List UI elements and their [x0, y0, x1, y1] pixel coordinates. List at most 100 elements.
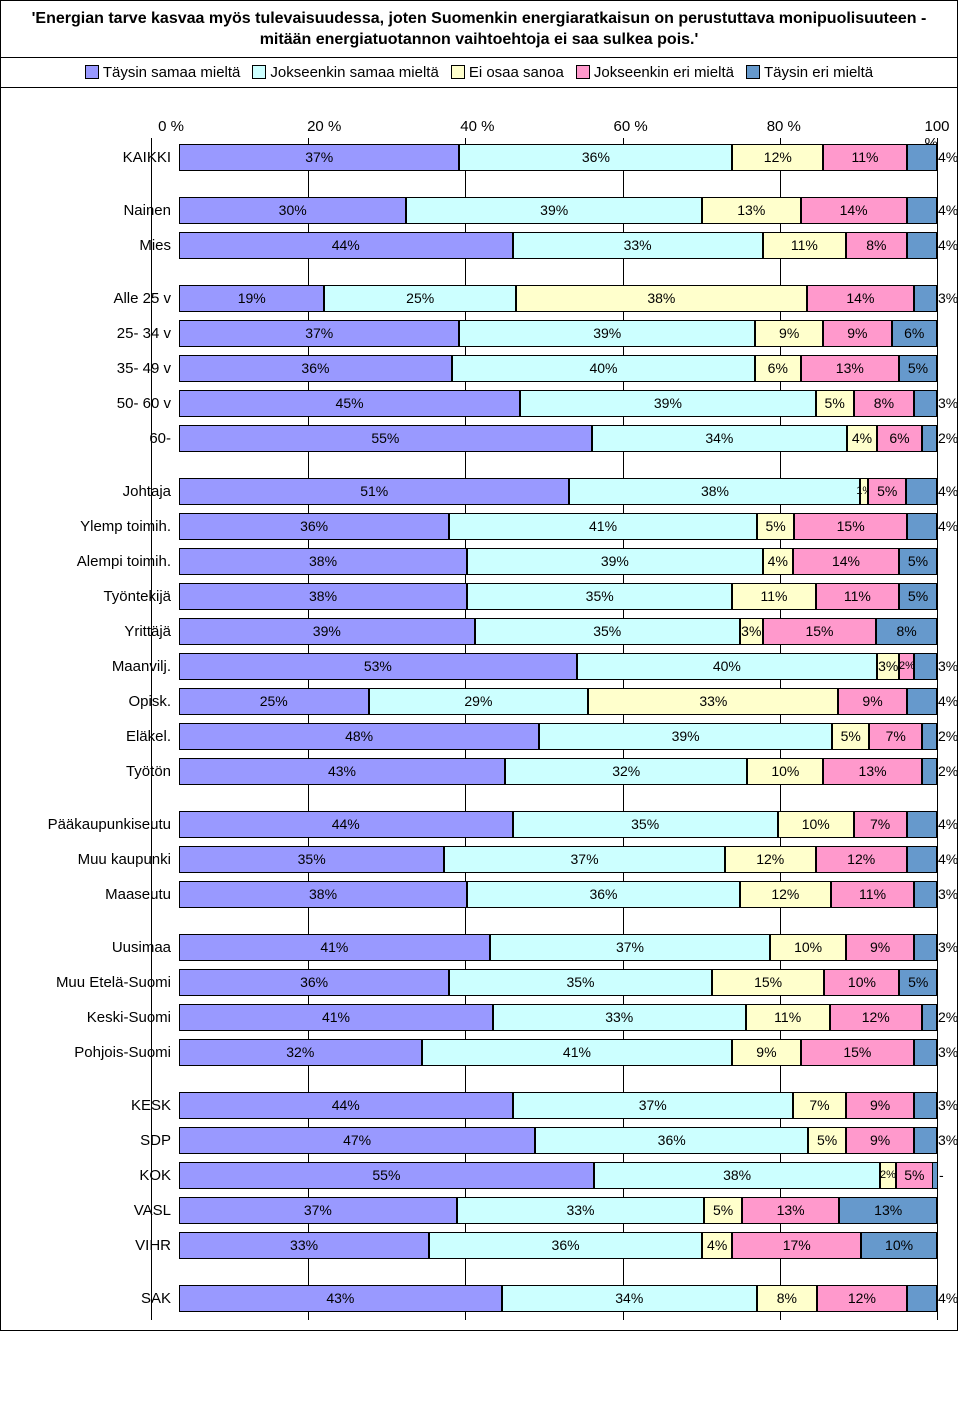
bar-segment: 38%: [179, 583, 467, 610]
bar-segment-label: 55%: [372, 1167, 400, 1183]
bar-segment-label: 8%: [866, 237, 886, 253]
bar-row-label: Muu kaupunki: [21, 851, 179, 868]
bar: 55%38%2%5%-: [179, 1162, 937, 1189]
bar-segment-label: 13%: [737, 202, 765, 218]
bar-wrap: 44%33%11%8%4%: [179, 232, 937, 259]
bar: 41%33%11%12%2%: [179, 1004, 937, 1031]
bar-segment: 35%: [467, 583, 732, 610]
bar-segment-label: 53%: [364, 658, 392, 674]
bar: 35%37%12%12%4%: [179, 846, 937, 873]
bar: 41%37%10%9%3%: [179, 934, 937, 961]
bar-segment: 41%: [449, 513, 757, 540]
bar-segment: 35%: [475, 618, 740, 645]
bar-segment-label: 38%: [309, 553, 337, 569]
bar-segment-label: 11%: [774, 1009, 801, 1025]
bar-segment-label: 34%: [615, 1290, 643, 1306]
legend-swatch: [576, 65, 590, 79]
bar-segment-label: 9%: [870, 939, 890, 955]
bar-segment-label: 36%: [582, 149, 610, 165]
bar-wrap: 38%35%11%11%5%: [179, 583, 937, 610]
bar: 53%40%3%2%3%: [179, 653, 937, 680]
bar-segment-label: 4%: [938, 202, 958, 218]
bar-segment: 15%: [712, 969, 825, 996]
bar-row-label: 35- 49 v: [21, 360, 179, 377]
bar-segment-label: 33%: [290, 1237, 318, 1253]
bar-wrap: 41%33%11%12%2%: [179, 1004, 937, 1031]
bar-segment-label: 44%: [332, 237, 360, 253]
legend-swatch: [85, 65, 99, 79]
bar-segment-label: 10%: [771, 763, 799, 779]
bar-row: 35- 49 v36%40%6%13%5%: [21, 355, 937, 382]
bar-segment-label: 35%: [593, 623, 621, 639]
bar-segment-label: 4%: [938, 149, 958, 165]
bar-segment-label: 13%: [836, 360, 864, 376]
bar-segment-label: 45%: [336, 395, 364, 411]
bar-wrap: 36%40%6%13%5%: [179, 355, 937, 382]
bar-segment-label: 5%: [841, 728, 861, 744]
bar-segment: 10%: [747, 758, 823, 785]
bar-segment-label: 29%: [464, 693, 492, 709]
bar-segment: 12%: [816, 846, 907, 873]
bar-segment: 33%: [588, 688, 838, 715]
bar-segment: 5%: [816, 390, 854, 417]
bar-row-label: Muu Etelä-Suomi: [21, 974, 179, 991]
bar-row-label: 50- 60 v: [21, 395, 179, 412]
bar-segment-label: 33%: [566, 1202, 594, 1218]
bar-segment-label: 37%: [639, 1097, 667, 1113]
bar-segment-label: 3%: [938, 1044, 958, 1060]
bar-segment-label: 19%: [238, 290, 266, 306]
bar-segment: 33%: [457, 1197, 705, 1224]
bar-row: KOK55%38%2%5%-: [21, 1162, 937, 1189]
bar-row-label: Johtaja: [21, 483, 179, 500]
bar-segment-label: 2%: [938, 430, 958, 446]
bar-segment-label: 15%: [805, 623, 833, 639]
bar-segment-label: 4%: [707, 1237, 727, 1253]
bar-segment: 38%: [594, 1162, 881, 1189]
bar-wrap: 45%39%5%8%3%: [179, 390, 937, 417]
bar-segment-label: 37%: [305, 325, 333, 341]
bar-row: Nainen30%39%13%14%4%: [21, 197, 937, 224]
bar-segment: 12%: [725, 846, 816, 873]
legend-label: Täysin eri mieltä: [764, 64, 873, 81]
bar-segment: 38%: [179, 548, 467, 575]
bar-segment: 51%: [179, 478, 569, 505]
bar-segment: 4%: [702, 1232, 732, 1259]
bar-segment: 3%: [914, 1092, 937, 1119]
bar: 36%41%5%15%4%: [179, 513, 937, 540]
bar-segment: 36%: [179, 355, 452, 382]
bar-segment: 6%: [755, 355, 800, 382]
bar-segment: 38%: [179, 881, 467, 908]
legend-label: Täysin samaa mieltä: [103, 64, 241, 81]
bar-row-label: Pääkaupunkiseutu: [21, 816, 179, 833]
bar-wrap: 43%34%8%12%4%: [179, 1285, 937, 1312]
bar-segment: 5%: [899, 969, 937, 996]
axis-tick: 0 %: [158, 118, 184, 135]
bar-segment-label: 13%: [777, 1202, 805, 1218]
bar-row-label: VIHR: [21, 1237, 179, 1254]
bar-row-label: KOK: [21, 1167, 179, 1184]
chart-title: 'Energian tarve kasvaa myös tulevaisuude…: [1, 1, 957, 58]
bar-wrap: 25%29%33%9%4%: [179, 688, 937, 715]
bar: 44%33%11%8%4%: [179, 232, 937, 259]
bar-segment: 8%: [846, 232, 907, 259]
bar-segment-label: 6%: [768, 360, 788, 376]
bar-segment: 10%: [778, 811, 854, 838]
bar-segment-label: 34%: [705, 430, 733, 446]
bar-segment: 2%: [922, 723, 937, 750]
bar: 43%34%8%12%4%: [179, 1285, 937, 1312]
bar-row: Muu Etelä-Suomi36%35%15%10%5%: [21, 969, 937, 996]
bar-segment-label: 37%: [571, 851, 599, 867]
bar-segment: 37%: [444, 846, 724, 873]
bar-segment: 5%: [757, 513, 795, 540]
chart-container: 'Energian tarve kasvaa myös tulevaisuude…: [0, 0, 958, 1331]
bar-segment-label: 35%: [631, 816, 659, 832]
axis-tick: 20 %: [307, 118, 341, 135]
axis-tick: 40 %: [460, 118, 494, 135]
bar-segment-label: 11%: [761, 588, 788, 604]
bar-segment: 15%: [801, 1039, 915, 1066]
bar-segment-label: 39%: [313, 623, 341, 639]
bar-segment: 38%: [516, 285, 807, 312]
bar-segment-label: 38%: [309, 886, 337, 902]
bar-segment: 4%: [907, 811, 937, 838]
bar-segment-label: 41%: [320, 939, 348, 955]
